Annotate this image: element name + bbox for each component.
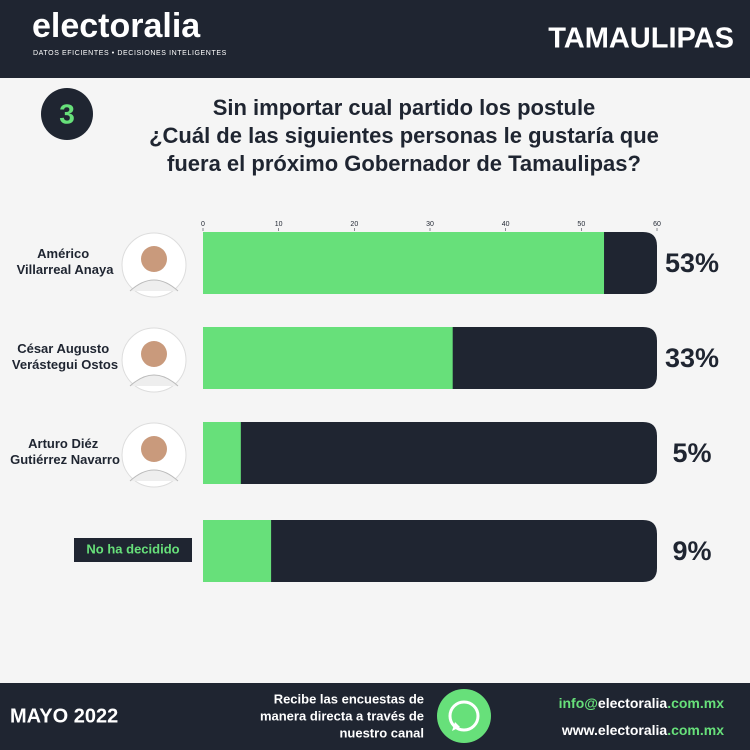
header xyxy=(0,0,750,78)
whatsapp-icon[interactable] xyxy=(437,689,491,743)
bar xyxy=(203,520,272,582)
bar xyxy=(203,422,241,484)
category-label: Arturo Diéz Gutiérrez Navarro xyxy=(10,436,120,467)
bar xyxy=(203,327,453,389)
web-part: www. xyxy=(561,722,598,738)
value-label: 33% xyxy=(665,343,719,373)
web-part: .com.mx xyxy=(667,722,724,738)
question-part: ? xyxy=(628,151,641,176)
region: TAMAULIPAS xyxy=(548,23,734,55)
brand: electoralia xyxy=(32,7,201,45)
category-line: Arturo Diéz xyxy=(28,436,102,451)
tagline: DATOS EFICIENTES • DECISIONES INTELIGENT… xyxy=(33,50,227,57)
x-tick-label: 10 xyxy=(275,221,283,228)
value-label: 5% xyxy=(672,438,711,468)
value-label: 53% xyxy=(665,248,719,278)
bar-track xyxy=(203,520,657,582)
footer xyxy=(0,683,750,750)
category-label: No ha decidido xyxy=(86,541,179,556)
cta-line: Recibe las encuestas de xyxy=(274,691,424,706)
category-box xyxy=(74,538,192,562)
chart: 0 10 20 30 40 50 60 Américo Villarreal Anaya 53%… xyxy=(10,221,719,582)
bar-track xyxy=(203,422,657,484)
email[interactable]: info@electoralia.com.mx xyxy=(559,695,725,711)
x-tick-label: 50 xyxy=(577,221,585,228)
x-tick-label: 30 xyxy=(426,221,434,228)
category-label: Américo Villarreal Anaya xyxy=(17,246,115,277)
category-line: Villarreal Anaya xyxy=(17,262,115,277)
category-line: César Augusto xyxy=(17,341,113,356)
category-line: Verástegui Ostos xyxy=(12,357,118,372)
question-line: fuera el próximo Gobernador de Tamaulipa… xyxy=(167,151,641,176)
email-part: info@ xyxy=(559,695,598,711)
portrait-face xyxy=(141,341,167,367)
category-line: Américo xyxy=(37,246,93,261)
x-tick-label: 60 xyxy=(653,221,661,228)
email-part: electoralia xyxy=(598,695,667,711)
portrait-body xyxy=(129,469,179,482)
portrait-body xyxy=(129,279,179,292)
x-tick-label: 0 xyxy=(201,221,205,228)
number-badge xyxy=(41,88,93,140)
question-line: Sin importar cual partido los postule xyxy=(213,95,596,120)
question-part: de xyxy=(470,151,508,176)
x-tick-label: 40 xyxy=(502,221,510,228)
question-part: Gobernador xyxy=(344,151,470,176)
whatsapp-glyph xyxy=(452,722,460,731)
whatsapp-glyph xyxy=(448,700,480,732)
date: MAYO 2022 xyxy=(10,705,118,727)
value-label: 9% xyxy=(672,536,711,566)
question-part: fuera el próximo xyxy=(167,151,344,176)
email-part: .com.mx xyxy=(667,695,724,711)
cta-line: nuestro canal xyxy=(339,725,424,740)
question-line: ¿Cuál de las siguientes personas le gust… xyxy=(149,123,659,148)
portrait-body xyxy=(129,374,179,387)
question-part: Tamaulipas xyxy=(508,151,627,176)
x-tick-label: 20 xyxy=(350,221,358,228)
cta-line: manera directa a través de xyxy=(260,708,424,723)
category-line: Gutiérrez Navarro xyxy=(10,452,120,467)
portrait-face xyxy=(141,246,167,272)
web-part: electoralia xyxy=(598,722,667,738)
question-number: 3 xyxy=(59,98,75,129)
website[interactable]: www.electoralia.com.mx xyxy=(561,722,724,738)
category-label: César Augusto Verástegui Ostos xyxy=(12,341,118,372)
portrait-face xyxy=(141,436,167,462)
bar xyxy=(203,232,605,294)
